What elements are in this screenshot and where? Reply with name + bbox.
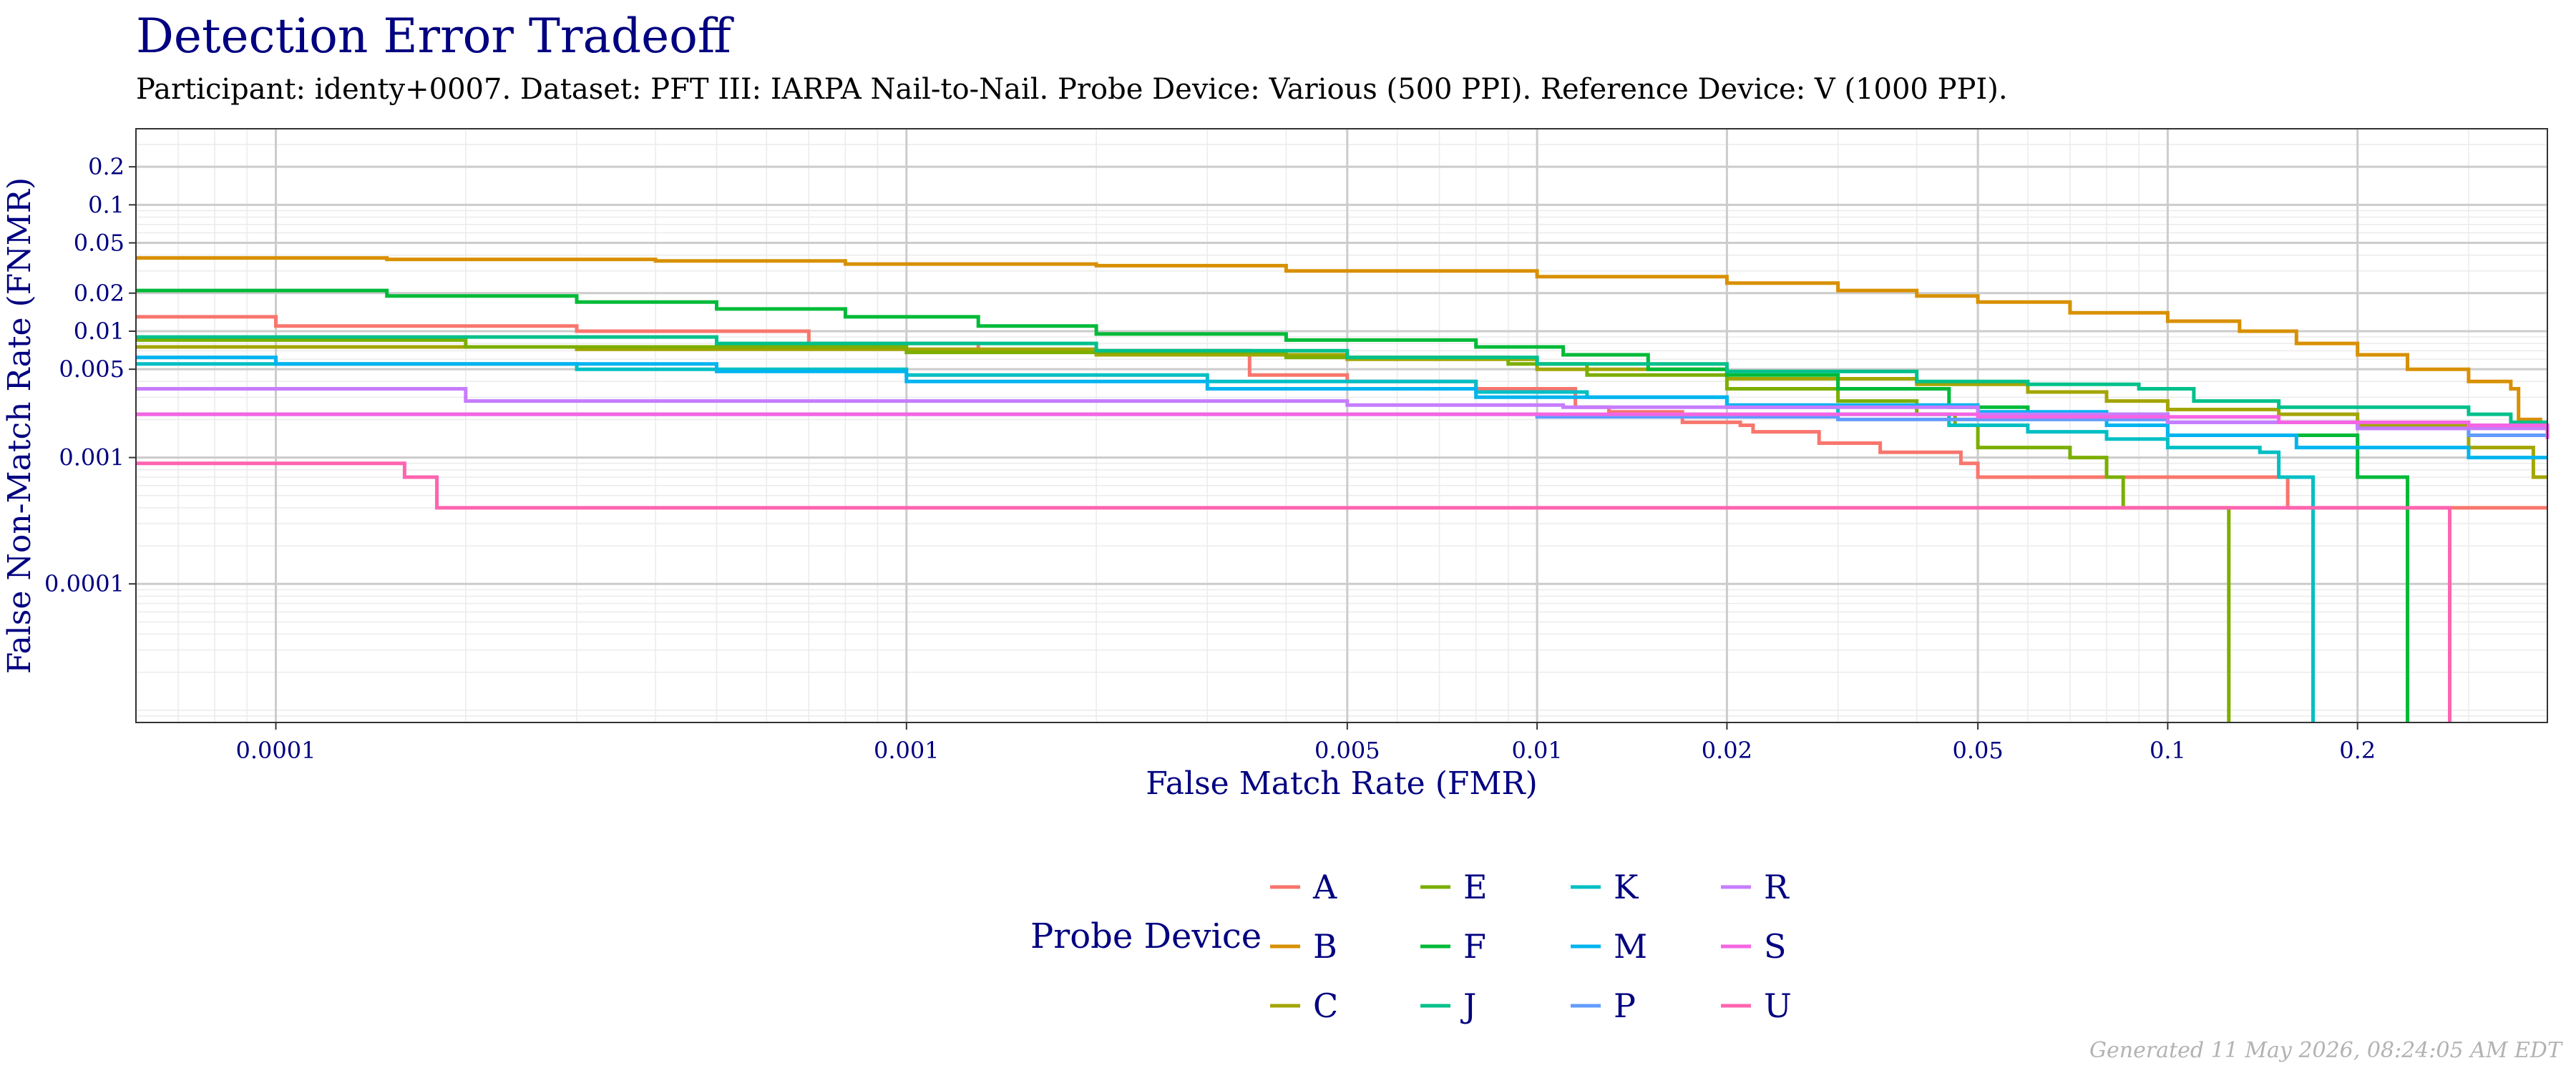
legend-label-R: R: [1764, 868, 1790, 906]
y-tick-label: 0.1: [88, 191, 125, 218]
x-axis-label: False Match Rate (FMR): [1146, 765, 1538, 802]
legend-label-K: K: [1614, 868, 1639, 906]
x-tick-label: 0.02: [1702, 737, 1752, 764]
series-line-C: [136, 345, 2547, 479]
x-tick-label: 0.1: [2150, 737, 2186, 764]
grid-major: [136, 129, 2547, 722]
y-tick-label: 0.02: [74, 280, 125, 307]
legend-label-A: A: [1312, 868, 1337, 906]
series-line-B: [136, 256, 2547, 427]
legend-label-E: E: [1463, 868, 1488, 906]
legend-label-S: S: [1764, 927, 1787, 966]
panel-border: [135, 128, 2548, 723]
legend-item-U: U: [1721, 986, 1792, 1025]
y-axis: 0.0001 0.001 0.005 0.01 0.02 0.05 0.1 0.2: [44, 153, 136, 597]
x-axis: 0.0001 0.001 0.005 0.01 0.02 0.05 0.1 0.2: [236, 722, 2376, 764]
legend-label-B: B: [1313, 927, 1337, 966]
legend-item-E: E: [1420, 868, 1488, 906]
legend-label-C: C: [1313, 986, 1338, 1025]
y-tick-label: 0.05: [74, 230, 125, 257]
chart-title: Detection Error Tradeoff: [136, 9, 731, 64]
legend-item-A: A: [1270, 868, 1337, 906]
legend-item-S: S: [1721, 927, 1787, 966]
series-line-R: [136, 387, 2550, 432]
legend-item-M: M: [1571, 927, 1647, 966]
y-axis-label: False Non-Match Rate (FNMR): [1, 177, 38, 674]
legend-item-J: J: [1420, 986, 1476, 1025]
legend-item-B: B: [1270, 927, 1337, 966]
legend-label-M: M: [1614, 927, 1647, 966]
x-tick-label: 0.005: [1314, 737, 1380, 764]
chart-subtitle: Participant: identy+0007. Dataset: PFT I…: [136, 73, 2008, 106]
series-line-S: [136, 412, 2550, 439]
legend-item-F: F: [1420, 927, 1486, 966]
legend-label-J: J: [1460, 986, 1476, 1025]
legend-label-P: P: [1614, 986, 1636, 1025]
legend-item-K: K: [1571, 868, 1639, 906]
x-tick-label: 0.0001: [236, 737, 316, 764]
legend-title: Probe Device: [1030, 916, 1262, 956]
y-tick-label: 0.001: [59, 444, 125, 471]
series-line-J: [136, 335, 2547, 424]
x-tick-label: 0.001: [874, 737, 940, 764]
legend-label-U: U: [1764, 986, 1792, 1025]
x-tick-label: 0.2: [2339, 737, 2376, 764]
legend-label-F: F: [1463, 927, 1486, 966]
y-tick-label: 0.2: [88, 153, 125, 180]
legend-item-P: P: [1571, 986, 1636, 1025]
series-lines: [136, 256, 2550, 722]
legend-item-R: R: [1721, 868, 1790, 906]
y-tick-label: 0.005: [59, 356, 125, 383]
legend: Probe Device ABC EFJ KMP RSU: [1030, 868, 1792, 1025]
legend-item-C: C: [1270, 986, 1338, 1025]
generated-timestamp: Generated 11 May 2026, 08:24:05 AM EDT: [2089, 1038, 2562, 1063]
x-tick-label: 0.01: [1511, 737, 1562, 764]
series-line-M: [136, 356, 2547, 460]
y-tick-label: 0.01: [74, 318, 125, 345]
x-tick-label: 0.05: [1952, 737, 2003, 764]
grid-minor: [135, 128, 2548, 723]
series-line-U: [136, 461, 2451, 722]
y-tick-label: 0.0001: [44, 570, 125, 597]
